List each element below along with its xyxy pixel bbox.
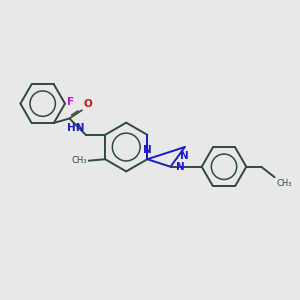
Text: CH₃: CH₃ <box>276 178 292 188</box>
Text: N: N <box>176 162 185 172</box>
Text: N: N <box>181 152 189 161</box>
Text: O: O <box>83 99 92 109</box>
Text: N: N <box>143 145 152 155</box>
Text: F: F <box>68 97 74 107</box>
Text: CH₃: CH₃ <box>72 156 87 165</box>
Text: HN: HN <box>67 123 84 134</box>
